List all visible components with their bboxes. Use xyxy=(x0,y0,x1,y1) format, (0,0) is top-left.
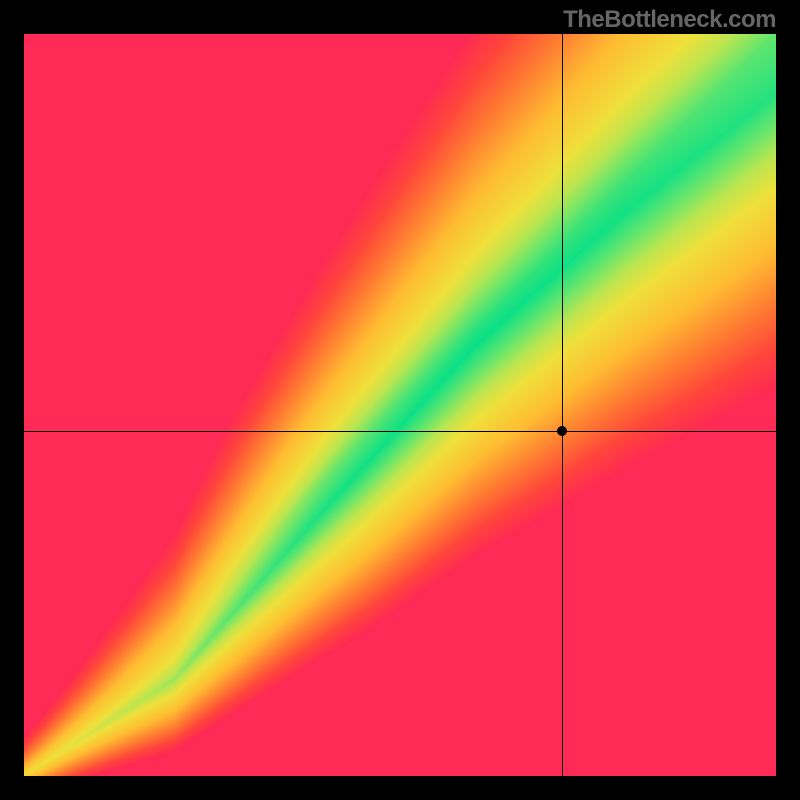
marker-dot xyxy=(557,426,567,436)
chart-frame: TheBottleneck.com xyxy=(0,0,800,800)
crosshair-vertical xyxy=(562,34,563,776)
crosshair-horizontal xyxy=(24,431,776,432)
bottleneck-heatmap xyxy=(24,34,776,776)
watermark-text: TheBottleneck.com xyxy=(563,6,776,34)
heatmap-canvas xyxy=(24,34,776,776)
